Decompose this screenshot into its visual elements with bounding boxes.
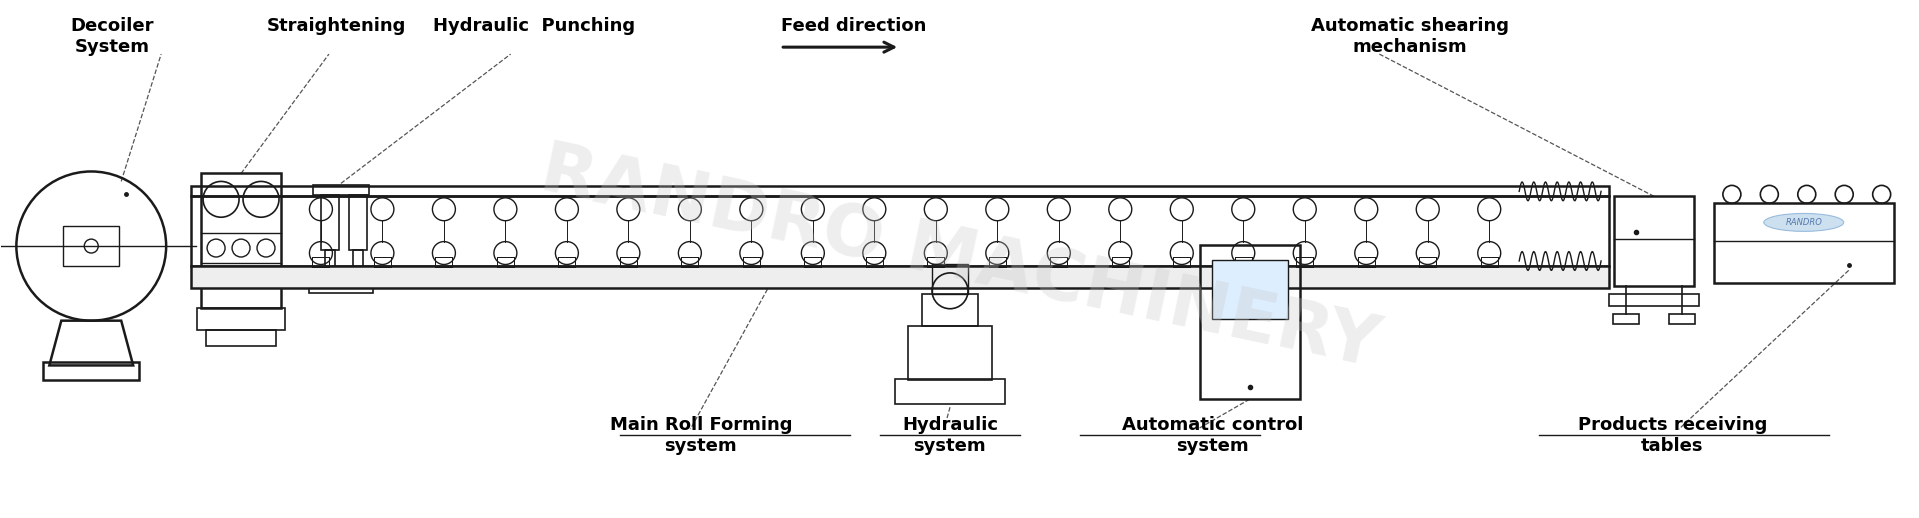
Text: Straightening: Straightening (267, 17, 407, 35)
Bar (1481, 257, 1497, 267)
Bar (374, 257, 391, 267)
Bar (1111, 257, 1128, 267)
Bar (804, 257, 821, 267)
Bar (1234, 257, 1251, 267)
Bar (192, 196, 1608, 266)
Bar (1173, 257, 1190, 267)
Bar (313, 257, 330, 267)
Bar (1295, 257, 1313, 267)
Bar (558, 257, 576, 267)
Bar (1050, 257, 1067, 267)
Bar (865, 257, 883, 267)
Bar (44, 363, 140, 380)
Bar (1111, 257, 1128, 267)
Bar (921, 294, 979, 326)
Text: Hydraulic
system: Hydraulic system (902, 416, 998, 455)
Bar (1211, 261, 1288, 319)
Bar (320, 195, 340, 250)
Bar (436, 257, 453, 267)
Bar (1420, 257, 1435, 267)
Bar (497, 257, 514, 267)
Text: RANDRO MACHINERY: RANDRO MACHINERY (533, 136, 1386, 382)
Bar (313, 185, 368, 195)
Bar (681, 257, 699, 267)
Bar (1173, 257, 1190, 267)
Bar (933, 264, 967, 294)
Bar (865, 257, 883, 267)
Bar (988, 257, 1006, 267)
Bar (1050, 257, 1067, 267)
Text: Decoiler
System: Decoiler System (71, 17, 154, 55)
Bar (1234, 257, 1251, 267)
Bar (1199, 245, 1299, 399)
Text: Automatic control
system: Automatic control system (1123, 416, 1303, 455)
Bar (988, 257, 1006, 267)
Bar (1614, 196, 1694, 286)
Bar (927, 257, 944, 267)
Text: Hydraulic  Punching: Hydraulic Punching (434, 17, 635, 35)
Bar (192, 186, 1608, 196)
Text: Products receiving
tables: Products receiving tables (1577, 416, 1767, 455)
Bar (198, 308, 286, 329)
Bar (1295, 257, 1313, 267)
Bar (374, 257, 391, 267)
Bar (804, 257, 821, 267)
Bar (1614, 314, 1639, 324)
Bar (1608, 294, 1698, 306)
Ellipse shape (1764, 213, 1844, 232)
Bar (1481, 257, 1497, 267)
Bar (894, 379, 1006, 404)
Bar (324, 250, 336, 286)
Bar (908, 326, 992, 380)
Bar (1670, 314, 1694, 324)
Bar (743, 257, 760, 267)
Text: RANDRO: RANDRO (1785, 218, 1823, 227)
Bar (201, 174, 280, 308)
Bar (620, 257, 637, 267)
Bar (927, 257, 944, 267)
Bar (63, 226, 119, 266)
Bar (309, 285, 372, 293)
Text: Automatic shearing
mechanism: Automatic shearing mechanism (1311, 17, 1508, 55)
Bar (497, 257, 514, 267)
Bar (353, 250, 363, 286)
Bar (1420, 257, 1435, 267)
Text: Feed direction: Feed direction (781, 17, 927, 35)
Bar (1714, 203, 1894, 283)
Bar (436, 257, 453, 267)
Text: Main Roll Forming
system: Main Roll Forming system (610, 416, 793, 455)
Bar (620, 257, 637, 267)
Bar (1359, 257, 1374, 267)
Bar (743, 257, 760, 267)
Bar (313, 257, 330, 267)
Bar (192, 266, 1608, 288)
Bar (205, 329, 276, 346)
Bar (681, 257, 699, 267)
Bar (558, 257, 576, 267)
Bar (1359, 257, 1374, 267)
Bar (349, 195, 367, 250)
